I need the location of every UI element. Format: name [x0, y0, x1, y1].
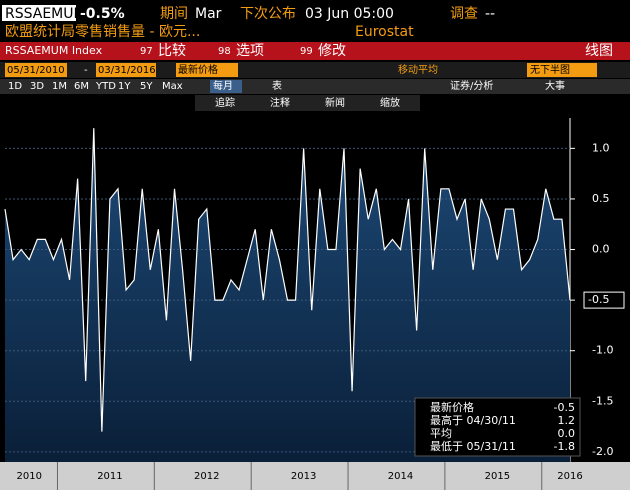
description: 欧盟统计局零售销售量 - 欧元... — [5, 24, 200, 40]
y-tick-label: -2.0 — [592, 445, 613, 458]
x-tick-label: 2011 — [97, 471, 122, 482]
field — [527, 63, 597, 77]
legend: 最新价格 -0.5 最高于 04/30/11 1.2 平均 0.0 最低于 05/31/11… — [414, 397, 581, 457]
y-tick-label: -1.0 — [592, 344, 613, 357]
btn-options[interactable]: 选项 — [236, 43, 264, 59]
line — [4, 128, 571, 432]
tool-button[interactable]: 新闻 — [325, 96, 345, 109]
survey-label: 调查 — [450, 6, 478, 22]
tool-bar — [195, 95, 420, 111]
function-bar — [0, 42, 630, 60]
range-button[interactable]: 3D — [30, 81, 44, 92]
index: RSSAEMUM Index — [5, 44, 103, 57]
price[interactable]: 最新价格 — [178, 63, 218, 76]
field — [176, 63, 238, 77]
range-bar — [0, 79, 630, 94]
period-label: 期间 — [160, 6, 188, 22]
legend-value: -0.5 — [554, 401, 575, 414]
end[interactable]: 03/31/2016 — [98, 65, 156, 76]
range-button[interactable]: 5Y — [140, 81, 153, 92]
ticker: RSSAEMUM — [5, 6, 86, 22]
btn-no: 99 — [300, 46, 313, 57]
y-tick-label: 0.5 — [592, 192, 610, 205]
freq-box — [210, 80, 242, 93]
x-tick-label: 2016 — [557, 471, 582, 482]
freq[interactable]: 每月 — [213, 79, 233, 92]
settings-bar — [0, 62, 630, 78]
legend-value: 0.0 — [558, 427, 576, 440]
range-button[interactable]: 1D — [8, 81, 22, 92]
x-tick-label: 2012 — [194, 471, 219, 482]
range-button[interactable]: 1Y — [118, 81, 131, 92]
legend-label: 平均 — [430, 427, 452, 440]
range-button[interactable]: YTD — [95, 81, 116, 92]
last-value: -0.5 — [588, 293, 609, 306]
change: -0.5% — [80, 6, 125, 22]
range-button[interactable]: 1M — [52, 81, 67, 92]
btn-edit[interactable]: 修改 — [318, 43, 346, 59]
table[interactable]: 表 — [272, 79, 282, 92]
x-tick-label: 2013 — [291, 471, 316, 482]
x-tick-label: 2014 — [388, 471, 413, 482]
chart-kind[interactable]: 线图 — [585, 43, 613, 59]
legend-box — [414, 397, 581, 457]
y-tick-label: -1.5 — [592, 394, 613, 407]
x-axis-band — [0, 462, 630, 490]
source: Eurostat — [355, 24, 414, 40]
ticker-box — [2, 5, 76, 21]
lower[interactable]: 无下半图 — [530, 63, 570, 76]
security[interactable]: 证券/分析 — [450, 79, 493, 92]
y-tick-label: 0.0 — [592, 243, 610, 256]
field — [5, 63, 67, 77]
next-label: 下次公布 — [240, 6, 296, 22]
field — [96, 63, 156, 77]
tool-button[interactable]: 注释 — [270, 96, 290, 109]
start[interactable]: 05/31/2010 — [7, 65, 65, 76]
legend-label: 最新价格 — [430, 400, 474, 414]
survey: -- — [485, 6, 495, 22]
last-value-box — [583, 291, 625, 309]
range-button[interactable]: Max — [162, 81, 183, 92]
next: 03 Jun 05:00 — [305, 6, 394, 22]
mavg[interactable]: 移动平均 — [398, 63, 438, 76]
x-tick-label: 2010 — [16, 471, 41, 482]
events[interactable]: 大事 — [545, 79, 565, 92]
x-tick-label: 2015 — [485, 471, 510, 482]
btn-compare[interactable]: 比较 — [158, 43, 186, 59]
legend-value: 1.2 — [558, 414, 576, 427]
legend-label: 最高于 04/30/11 — [430, 413, 516, 427]
tool-button[interactable]: 追踪 — [215, 96, 235, 109]
range-button[interactable]: 6M — [74, 81, 89, 92]
legend-label: 最低于 05/31/11 — [430, 440, 516, 453]
tool-button[interactable]: 缩放 — [380, 96, 400, 109]
btn-no: 97 — [140, 46, 153, 57]
legend-value: -1.8 — [554, 440, 575, 453]
period: Mar — [195, 6, 222, 22]
y-tick-label: 1.0 — [592, 141, 610, 154]
btn-no: 98 — [218, 46, 231, 57]
dash: - — [84, 65, 88, 76]
